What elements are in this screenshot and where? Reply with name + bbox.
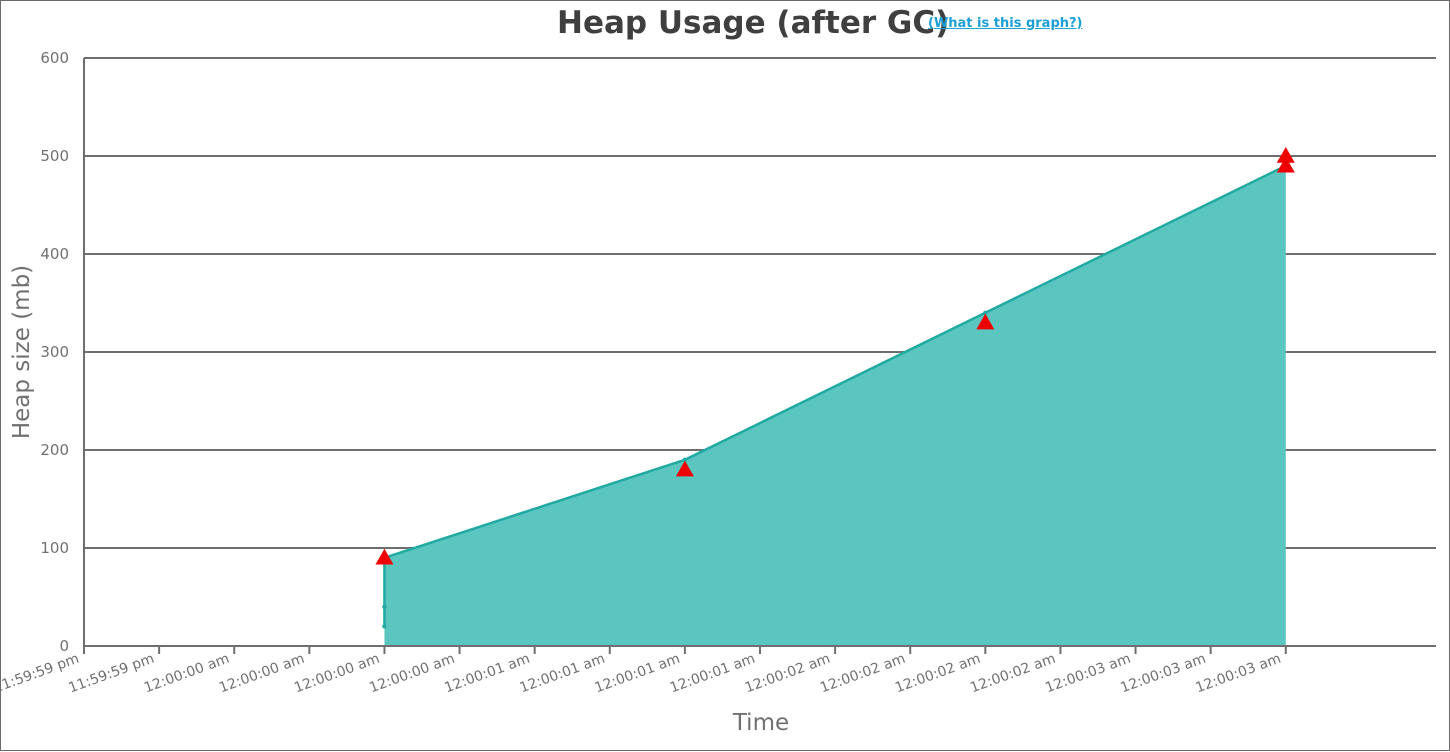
x-tick-label: 12:00:02 am xyxy=(893,651,983,697)
gc-marker-triangle xyxy=(1276,147,1295,163)
heap-data-point xyxy=(382,624,387,629)
x-axis-title: Time xyxy=(732,710,789,736)
x-tick-label: 12:00:03 am xyxy=(1043,651,1133,697)
heap-data-point xyxy=(682,457,688,462)
y-tick-label: 500 xyxy=(40,147,69,165)
x-tick-label: 12:00:01 am xyxy=(593,651,683,697)
what-is-this-graph-link[interactable]: (What is this graph?) xyxy=(928,16,1083,31)
x-tick-label: 11:59:59 pm xyxy=(67,651,157,697)
y-tick-label: 100 xyxy=(40,539,69,557)
title-row: Heap Usage (after GC) (What is this grap… xyxy=(1,3,1449,45)
x-tick-label: 12:00:01 am xyxy=(442,651,532,697)
x-tick-label: 12:00:00 am xyxy=(217,651,307,697)
heap-area-fill xyxy=(384,165,1286,647)
chart-title: Heap Usage (after GC) xyxy=(557,5,950,41)
y-tick-label: 0 xyxy=(59,637,69,655)
gc-marker-triangle xyxy=(976,313,995,330)
gc-marker-triangle xyxy=(375,548,394,565)
x-tick-label: 12:00:01 am xyxy=(668,651,758,697)
x-tick-label: 12:00:00 am xyxy=(142,651,232,697)
x-tick-label: 12:00:00 am xyxy=(367,651,457,697)
x-tick-label: 12:00:02 am xyxy=(743,651,833,697)
gc-marker-triangle xyxy=(675,460,694,477)
y-axis-title: Heap size (mb) xyxy=(9,265,35,439)
y-tick-label: 600 xyxy=(40,49,69,67)
heap-data-point xyxy=(382,604,387,609)
gc-marker-triangle xyxy=(1276,156,1295,173)
x-tick-label: 12:00:00 am xyxy=(292,651,382,697)
x-tick-label: 12:00:02 am xyxy=(818,651,908,697)
x-tick-label: 12:00:03 am xyxy=(1118,651,1208,697)
heap-area-line xyxy=(383,164,1287,627)
y-tick-label: 200 xyxy=(40,441,69,459)
heap-data-point xyxy=(983,310,988,315)
x-tick-label: 12:00:01 am xyxy=(518,651,608,697)
x-tick-label: 12:00:03 am xyxy=(1194,651,1284,697)
x-tick-label: 12:00:02 am xyxy=(968,651,1058,697)
y-tick-label: 300 xyxy=(40,343,69,361)
y-tick-label: 400 xyxy=(40,245,69,263)
